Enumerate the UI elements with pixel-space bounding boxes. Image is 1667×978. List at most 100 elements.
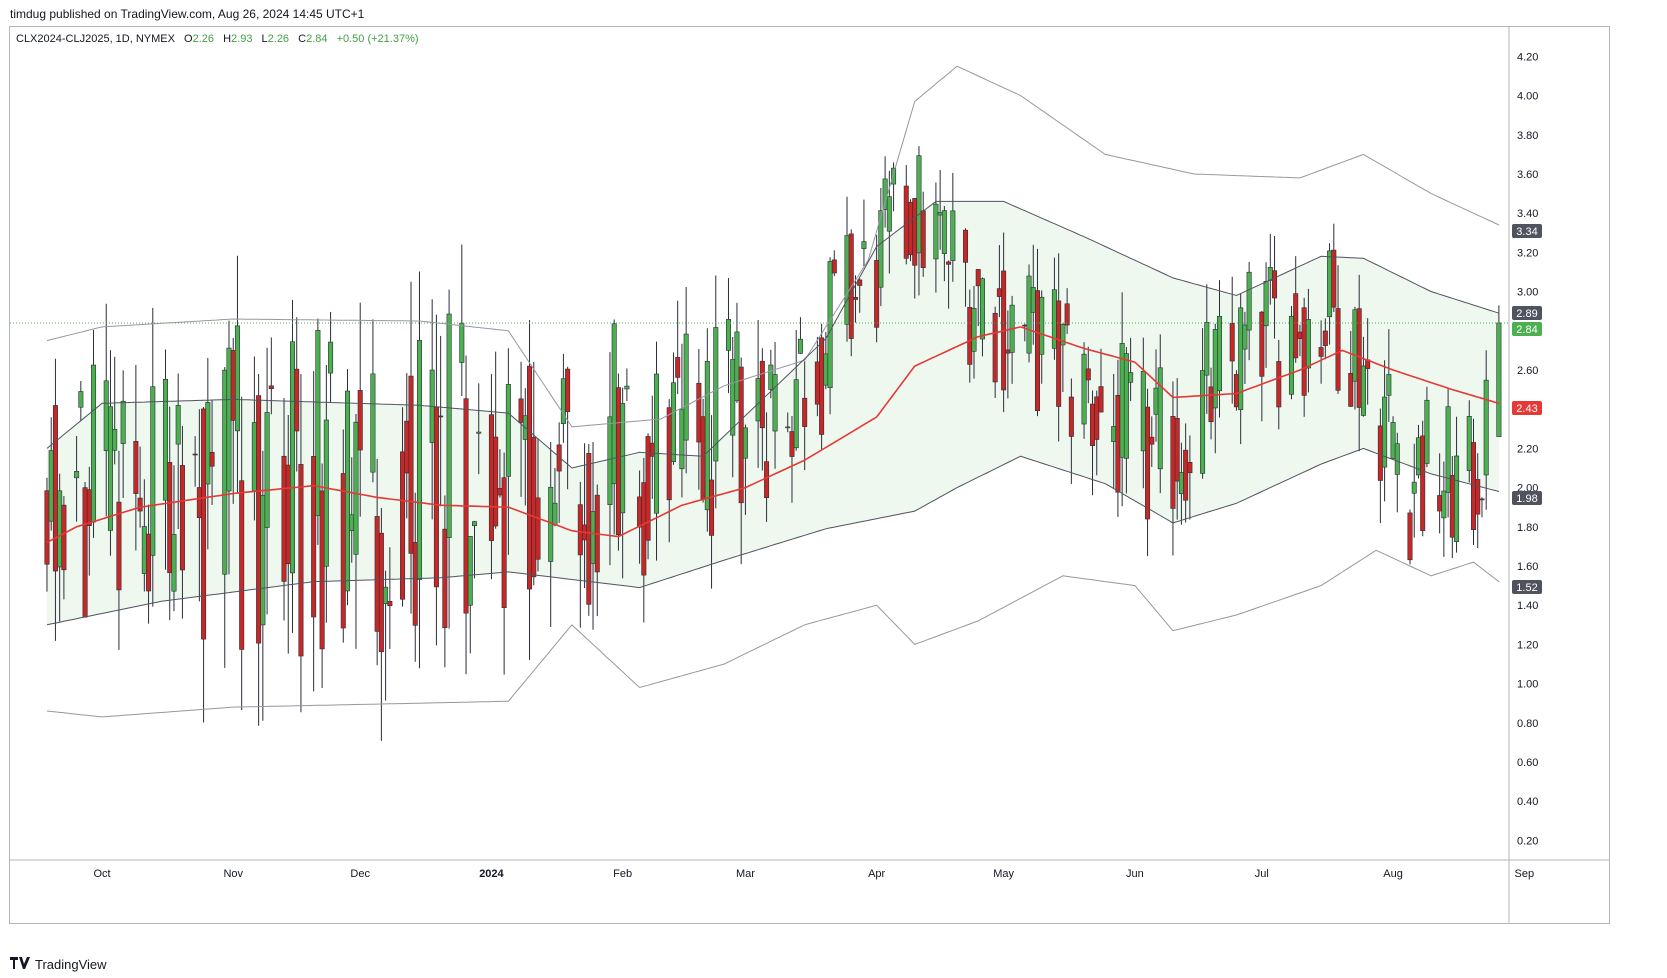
candle[interactable]	[442, 495, 448, 668]
candle[interactable]	[908, 199, 914, 262]
candle[interactable]	[91, 330, 97, 538]
candle[interactable]	[1123, 347, 1129, 494]
candle[interactable]	[878, 187, 884, 307]
candle[interactable]	[463, 355, 469, 675]
candle[interactable]	[641, 457, 647, 623]
candle[interactable]	[734, 302, 740, 403]
candle[interactable]	[209, 399, 215, 506]
candle[interactable]	[311, 371, 317, 692]
candle[interactable]	[78, 380, 84, 422]
candle[interactable]	[433, 314, 439, 646]
candle[interactable]	[1183, 423, 1189, 523]
candle[interactable]	[772, 341, 778, 469]
candle[interactable]	[150, 307, 156, 607]
candle[interactable]	[353, 413, 359, 649]
candle[interactable]	[260, 450, 266, 721]
candle[interactable]	[1039, 290, 1045, 384]
candle[interactable]	[891, 162, 897, 212]
candle[interactable]	[654, 341, 660, 561]
candle[interactable]	[785, 412, 791, 433]
candle[interactable]	[1390, 416, 1396, 460]
candle[interactable]	[1276, 339, 1282, 430]
candle[interactable]	[476, 383, 482, 475]
candle[interactable]	[1259, 310, 1265, 422]
candle[interactable]	[171, 465, 177, 612]
candle[interactable]	[370, 319, 376, 483]
candle[interactable]	[328, 311, 334, 403]
candle[interactable]	[1081, 342, 1087, 439]
candle[interactable]	[192, 436, 198, 487]
candle[interactable]	[1360, 336, 1366, 417]
footer-branding[interactable]: TradingView	[10, 954, 107, 974]
candle[interactable]	[82, 482, 88, 618]
candle[interactable]	[1056, 253, 1062, 442]
candle[interactable]	[112, 356, 118, 465]
candle[interactable]	[133, 365, 139, 551]
candle[interactable]	[556, 422, 562, 523]
candle[interactable]	[44, 477, 50, 592]
candle[interactable]	[1200, 328, 1206, 479]
candle[interactable]	[298, 374, 304, 713]
candle[interactable]	[1060, 323, 1066, 393]
candle[interactable]	[941, 206, 947, 282]
candle[interactable]	[1483, 350, 1489, 510]
candle[interactable]	[709, 415, 715, 589]
candle[interactable]	[175, 373, 181, 529]
candle[interactable]	[467, 536, 473, 654]
candle[interactable]	[1187, 435, 1193, 520]
candle[interactable]	[565, 366, 571, 490]
candle[interactable]	[1246, 261, 1252, 361]
candle[interactable]	[416, 271, 422, 669]
candle[interactable]	[1424, 386, 1430, 468]
candle[interactable]	[831, 250, 837, 277]
candle[interactable]	[594, 484, 600, 617]
candle[interactable]	[167, 406, 173, 621]
candle[interactable]	[819, 323, 825, 451]
candle[interactable]	[493, 351, 499, 529]
candle[interactable]	[383, 570, 389, 701]
candle[interactable]	[700, 398, 706, 503]
candle[interactable]	[903, 165, 909, 265]
candle[interactable]	[387, 547, 393, 649]
candle[interactable]	[1233, 370, 1239, 411]
candle[interactable]	[1272, 235, 1278, 339]
candle[interactable]	[1085, 346, 1091, 404]
candle[interactable]	[759, 348, 765, 471]
candle[interactable]	[675, 300, 681, 395]
candle[interactable]	[1293, 256, 1299, 363]
candle[interactable]	[446, 289, 452, 629]
candle[interactable]	[1394, 432, 1400, 513]
candle[interactable]	[742, 424, 748, 515]
candle[interactable]	[535, 438, 541, 572]
candle[interactable]	[400, 407, 406, 607]
candle[interactable]	[992, 306, 998, 398]
candle[interactable]	[323, 365, 329, 623]
candle[interactable]	[1238, 293, 1244, 445]
candle[interactable]	[1064, 288, 1070, 334]
candle[interactable]	[725, 278, 731, 394]
candle[interactable]	[505, 348, 511, 555]
candle[interactable]	[256, 373, 262, 726]
candle[interactable]	[1496, 305, 1502, 437]
candle[interactable]	[408, 281, 414, 614]
candle[interactable]	[615, 373, 621, 551]
candle[interactable]	[120, 370, 126, 498]
candle[interactable]	[1149, 416, 1155, 467]
candle[interactable]	[920, 191, 926, 277]
candle[interactable]	[268, 337, 274, 415]
candle[interactable]	[294, 317, 300, 472]
candle[interactable]	[1174, 378, 1180, 520]
candle[interactable]	[1475, 453, 1481, 549]
candle[interactable]	[1026, 264, 1032, 363]
candle[interactable]	[844, 196, 850, 342]
candle[interactable]	[1068, 378, 1074, 484]
candle[interactable]	[48, 417, 54, 531]
candle[interactable]	[861, 199, 867, 267]
candle[interactable]	[239, 396, 245, 711]
candle[interactable]	[670, 352, 676, 465]
candle[interactable]	[107, 350, 113, 556]
candle[interactable]	[1094, 390, 1100, 476]
candle[interactable]	[1454, 416, 1460, 553]
candle[interactable]	[438, 335, 444, 507]
